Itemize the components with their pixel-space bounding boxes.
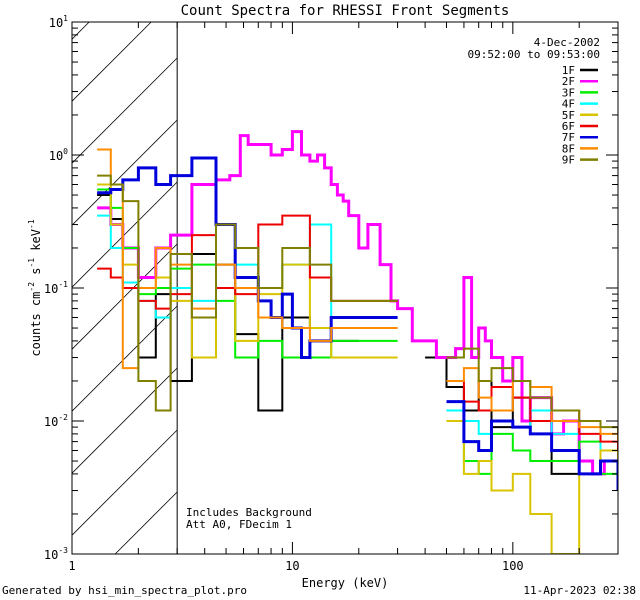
legend-label-1f: 1F [562,64,575,77]
x-axis-label: Energy (keV) [302,576,389,590]
series-line-6f [97,214,618,451]
y-label-tail: keV [29,229,43,258]
hatch-line-10 [71,21,90,40]
series-line-9f [97,174,618,434]
y-label-base: counts cm [29,292,43,357]
hatch-line-9 [71,21,152,102]
y-tick-label-1: 10-2 [44,413,68,429]
series-line-7f [97,156,618,491]
legend-label-7f: 7F [562,131,575,144]
y-tick-label-0: 10-3 [44,546,68,562]
annotation-background: Includes Background [186,506,312,519]
hatch-line-3 [71,367,178,474]
time-range-label: 09:52:00 to 09:53:00 [468,48,600,61]
legend-label-8f: 8F [562,142,575,155]
hatch-line-2 [71,429,178,536]
legend-label-5f: 5F [562,109,575,122]
y-label-mid: s [29,268,43,282]
axis-ticks: 1 10 100 10-3 10-2 10-1 100 101 [44,14,619,573]
y-label-exp2: -1 [27,258,36,268]
y-tick-label-3: 100 [49,147,68,163]
timestamp-label: 11-Apr-2023 02:38 [523,584,636,597]
legend-label-9f: 9F [562,154,575,167]
hatch-line-5 [71,243,178,350]
y-axis-label: counts cm-2 s-1 keV-1 [27,219,43,356]
hatch-line-6 [71,181,178,288]
legend-label-6f: 6F [562,120,575,133]
legend-label-2f: 2F [562,75,575,88]
x-tick-label-0: 1 [68,559,75,573]
y-tick-label-2: 10-1 [44,280,68,296]
generated-by-label: Generated by hsi_min_spectra_plot.pro [2,584,247,597]
date-label: 4-Dec-2002 [534,36,600,49]
y-label-exp3: -1 [27,219,36,229]
x-tick-label-1: 10 [285,559,299,573]
hatch-line-4 [71,305,178,412]
legend-label-3f: 3F [562,86,575,99]
hatch-line-7 [71,119,178,226]
series-line-2f [97,130,618,491]
hatch-line-8 [71,57,178,164]
chart-title: Count Spectra for RHESSI Front Segments [181,3,510,19]
legend-label-4f: 4F [562,98,575,111]
x-tick-label-2: 100 [502,559,524,573]
hatch-line-1 [114,491,178,555]
y-label-exp1: -2 [27,282,36,292]
annotation-attenuator: Att A0, FDecim 1 [186,518,292,531]
series-group [97,130,618,554]
y-tick-label-4: 101 [49,14,68,30]
